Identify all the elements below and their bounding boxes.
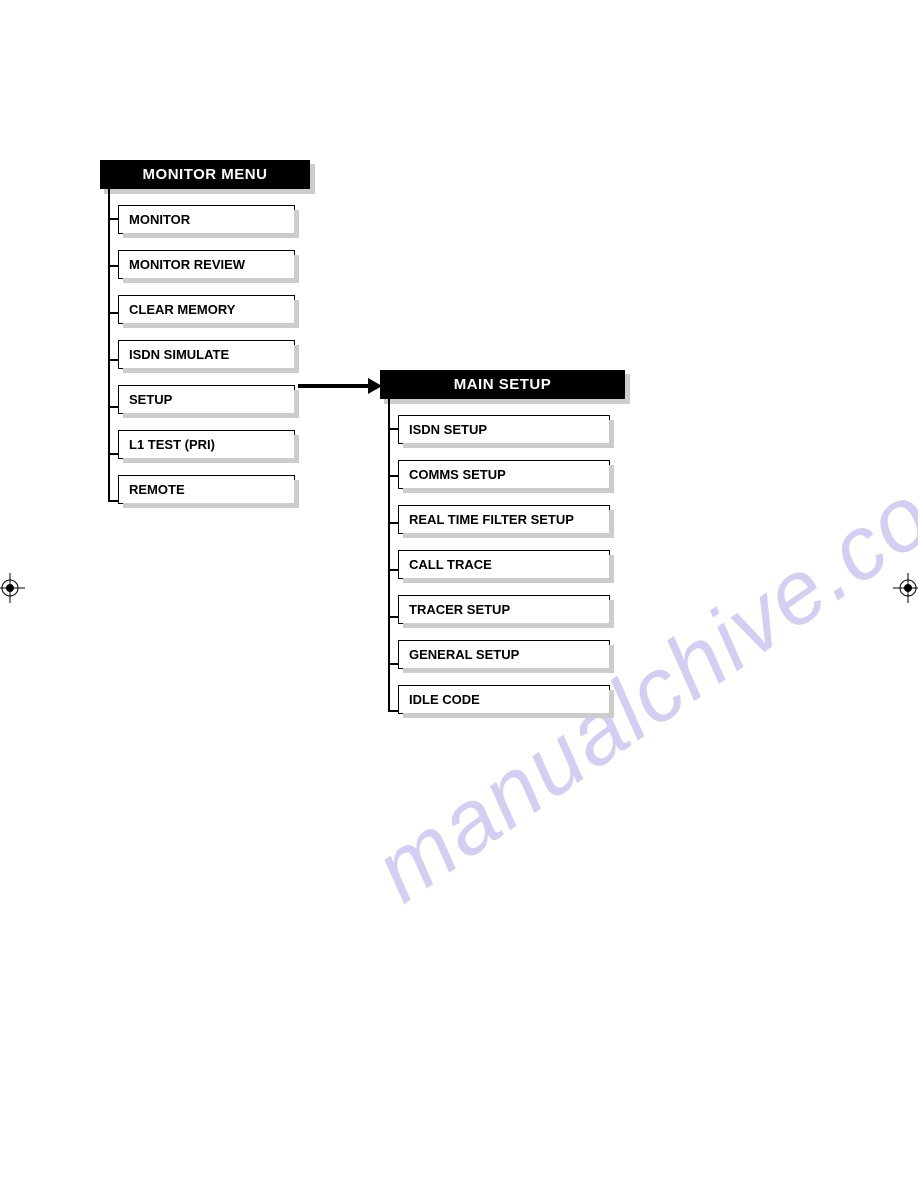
- menu-item-real-time-filter: REAL TIME FILTER SETUP: [398, 505, 610, 534]
- menu-item-comms-setup: COMMS SETUP: [398, 460, 610, 489]
- menu-item-isdn-simulate: ISDN SIMULATE: [118, 340, 295, 369]
- tree-branch: [388, 710, 398, 712]
- main-setup-group: MAIN SETUP ISDN SETUP COMMS SETUP REAL T…: [380, 370, 625, 714]
- tree-branch: [108, 265, 118, 267]
- menu-item-clear-memory: CLEAR MEMORY: [118, 295, 295, 324]
- tree-branch: [388, 569, 398, 571]
- menu-item-general-setup: GENERAL SETUP: [398, 640, 610, 669]
- tree-branch: [388, 522, 398, 524]
- menu-item-tracer-setup: TRACER SETUP: [398, 595, 610, 624]
- menu-item-remote: REMOTE: [118, 475, 295, 504]
- tree-branch: [388, 616, 398, 618]
- monitor-menu-header: MONITOR MENU: [100, 160, 310, 189]
- tree-branch: [108, 359, 118, 361]
- crop-mark-left: [0, 573, 25, 603]
- main-setup-header: MAIN SETUP: [380, 370, 625, 399]
- tree-branch: [108, 453, 118, 455]
- tree-branch: [388, 663, 398, 665]
- arrow-line: [298, 384, 368, 388]
- menu-item-isdn-setup: ISDN SETUP: [398, 415, 610, 444]
- tree-branch: [108, 500, 118, 502]
- tree-branch: [388, 475, 398, 477]
- menu-item-monitor: MONITOR: [118, 205, 295, 234]
- tree-branch: [388, 428, 398, 430]
- tree-branch: [108, 312, 118, 314]
- tree-branch: [108, 406, 118, 408]
- tree-branch: [108, 218, 118, 220]
- monitor-menu-group: MONITOR MENU MONITOR MONITOR REVIEW CLEA…: [100, 160, 310, 504]
- menu-item-setup: SETUP: [118, 385, 295, 414]
- crop-mark-right: [893, 573, 918, 603]
- menu-item-idle-code: IDLE CODE: [398, 685, 610, 714]
- menu-item-monitor-review: MONITOR REVIEW: [118, 250, 295, 279]
- menu-item-l1-test: L1 TEST (PRI): [118, 430, 295, 459]
- menu-item-call-trace: CALL TRACE: [398, 550, 610, 579]
